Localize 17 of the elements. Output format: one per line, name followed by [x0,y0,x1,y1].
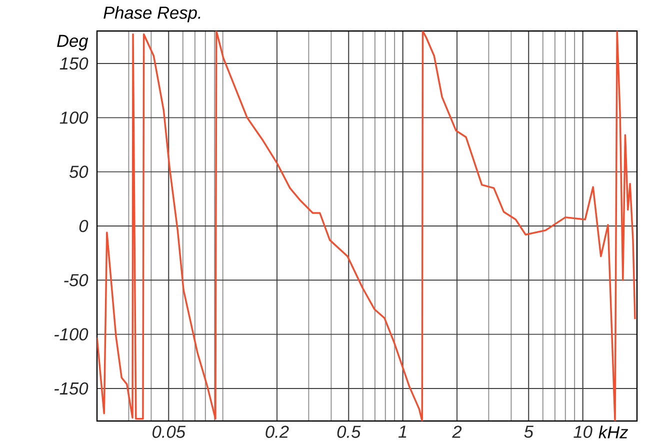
x-tick-label: 5 [524,426,534,438]
y-tick-label: -150 [54,382,88,395]
x-tick-label: 0.05 [152,426,186,438]
x-axis-title: kHz [598,426,628,438]
y-tick-label: 150 [60,57,88,70]
x-tick-label: 10 [574,426,592,438]
y-tick-label: 0 [79,220,88,232]
x-tick-label: 0.2 [266,426,289,438]
y-tick-label: -50 [64,274,88,286]
y-axis-title: Deg [57,34,88,50]
y-tick-label: 50 [69,166,88,178]
chart-title: Phase Resp. [104,6,200,22]
x-tick-label: 2 [452,426,462,438]
y-tick-label: -100 [54,328,88,340]
x-tick-label: 1 [398,426,406,438]
y-tick-label: 100 [60,112,88,124]
x-tick-label: 0.5 [337,426,361,438]
